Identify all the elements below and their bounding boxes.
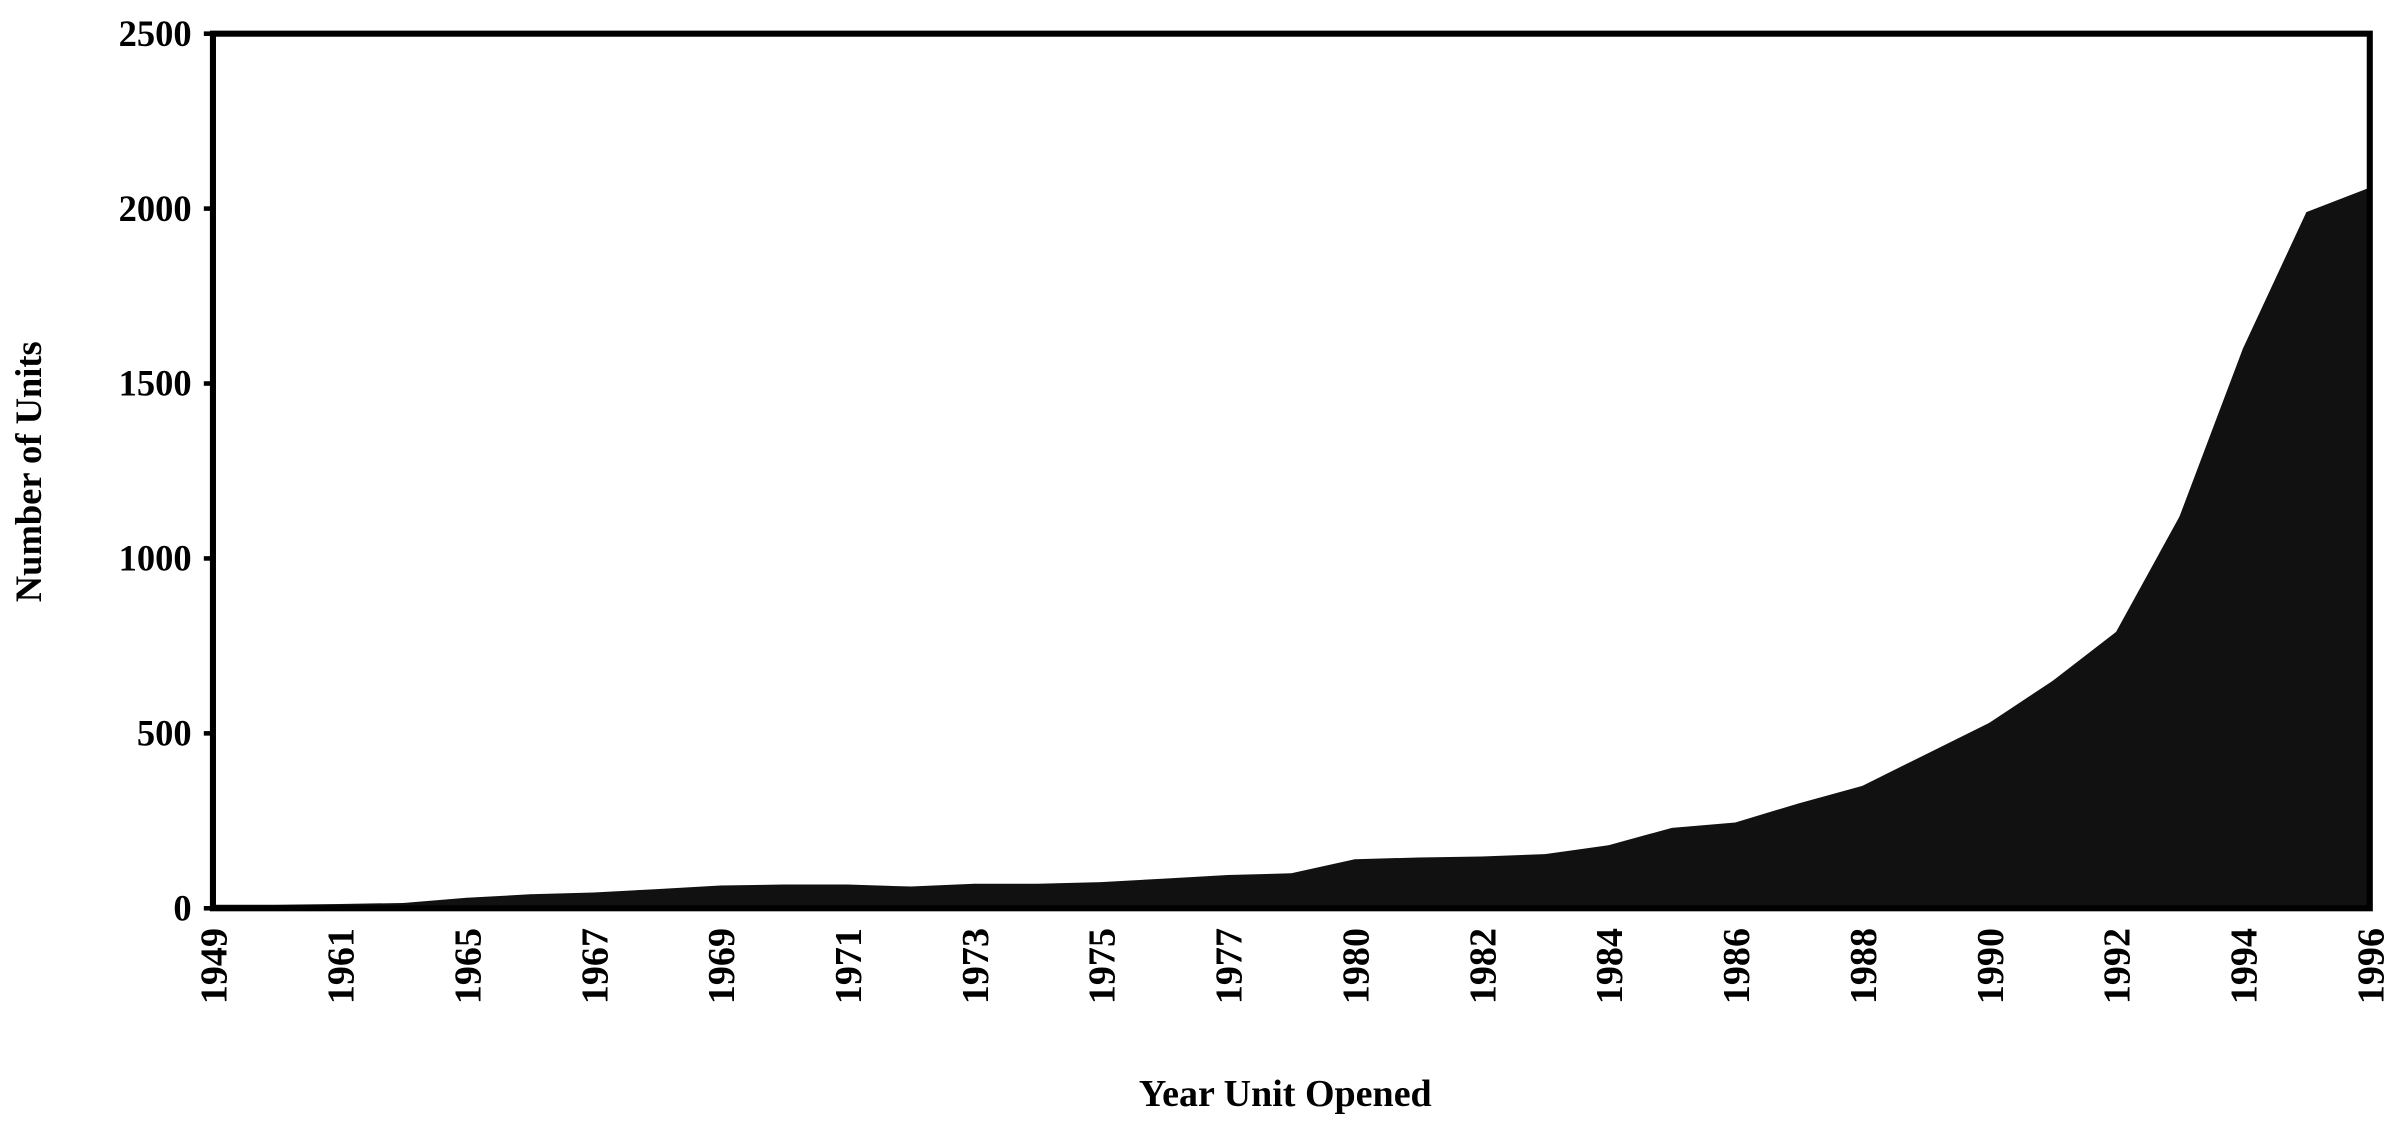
x-tick-label: 1969 — [701, 928, 743, 1004]
x-tick-label: 1990 — [1970, 928, 2012, 1004]
x-tick-label: 1986 — [1716, 928, 1758, 1004]
area-series — [212, 187, 2370, 909]
x-axis-label: Year Unit Opened — [1139, 1073, 1432, 1115]
y-axis-label: Number of Units — [8, 341, 49, 602]
y-tick-label: 0 — [173, 887, 191, 928]
x-tick-label: 1994 — [2224, 928, 2266, 1004]
x-tick-label: 1988 — [1843, 928, 1885, 1004]
x-tick-label: 1982 — [1462, 928, 1504, 1004]
x-tick-label: 1975 — [1082, 928, 1124, 1004]
y-tick-label: 1000 — [119, 538, 192, 579]
y-tick-label: 2000 — [119, 188, 192, 229]
y-tick-label: 1500 — [119, 363, 192, 404]
plot-frame — [209, 30, 2373, 912]
y-tick-label: 500 — [137, 713, 192, 754]
x-tick-label: 1977 — [1209, 928, 1251, 1004]
plot-area — [209, 30, 2373, 912]
x-tick-label: 1961 — [321, 928, 363, 1004]
x-tick-label: 1992 — [2097, 928, 2139, 1004]
x-tick-label: 1973 — [955, 928, 997, 1004]
y-tick-label: 2500 — [119, 13, 192, 54]
x-tick-label: 1971 — [828, 928, 870, 1004]
x-tick-label: 1996 — [2350, 928, 2385, 1004]
x-tick-label: 1980 — [1335, 928, 1377, 1004]
x-tick-label: 1949 — [194, 928, 236, 1004]
x-tick-label: 1967 — [574, 928, 616, 1004]
x-axis: 1949 1961 1965 1967 1969 1971 1973 1975 1977 1980… — [194, 928, 2385, 1004]
x-tick-label: 1984 — [1589, 928, 1631, 1004]
x-tick-label: 1965 — [447, 928, 489, 1004]
y-axis: 0 500 1000 1500 2000 2500 — [119, 13, 213, 928]
